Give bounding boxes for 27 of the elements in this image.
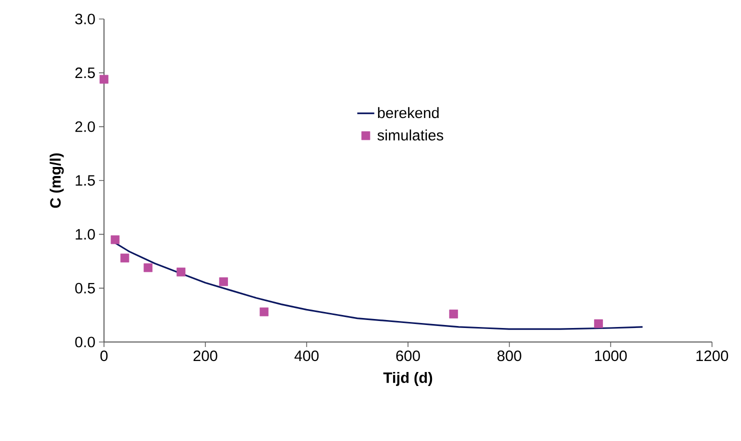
- x-tick-label: 0: [100, 350, 108, 362]
- x-axis-title: Tijd (d): [383, 372, 432, 386]
- point: [219, 277, 228, 286]
- x-tick-label: 600: [396, 350, 420, 362]
- y-tick-label: 1.5: [76, 175, 95, 186]
- y-tick-label: 0.5: [75, 282, 95, 294]
- point: [176, 268, 186, 276]
- y-tick-label: 3.0: [75, 14, 95, 24]
- point: [100, 74, 108, 84]
- x-tick-label: 400: [294, 350, 319, 362]
- y-tick-label: 2.5: [75, 68, 95, 78]
- y-tick-label: 1.0: [76, 229, 95, 240]
- point: [260, 307, 268, 316]
- y-tick-label: 0.0: [75, 336, 95, 348]
- x-tick-label: 1000: [595, 350, 627, 362]
- legend-label: berekend: [378, 107, 439, 118]
- x-tick-label: 200: [194, 350, 218, 362]
- legend-label: simulaties: [377, 130, 444, 141]
- y-axis-title: C (mg/l): [50, 153, 64, 208]
- x-tick-label: 1200: [696, 350, 728, 362]
- point: [144, 263, 152, 272]
- point: [449, 310, 458, 318]
- x-tick-label: 800: [497, 350, 522, 362]
- point: [120, 254, 130, 262]
- point: [594, 319, 603, 328]
- y-tick-label: 2.0: [75, 121, 95, 132]
- point: [110, 235, 120, 244]
